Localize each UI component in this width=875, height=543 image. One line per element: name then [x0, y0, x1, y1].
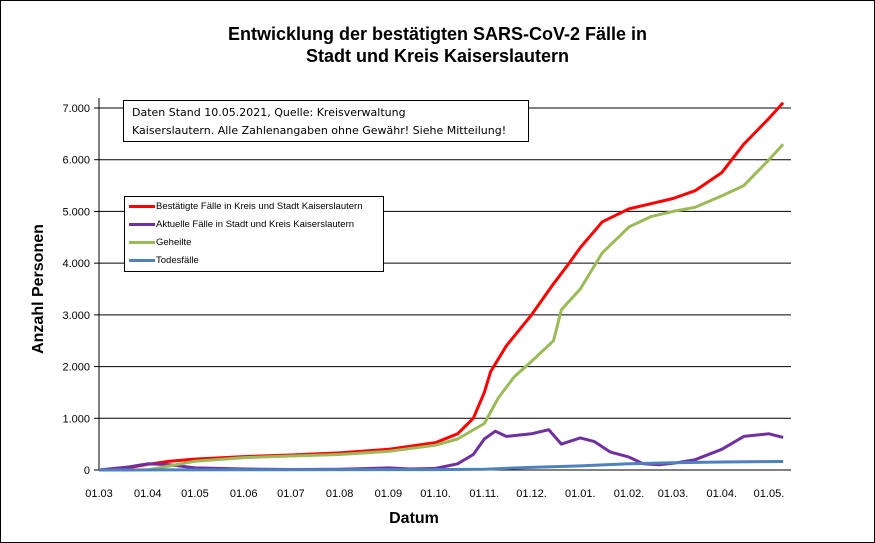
y-tick-label: 3.000: [62, 310, 90, 322]
x-tick-label: 01.07: [277, 488, 305, 500]
y-tick-label: 6.000: [62, 155, 90, 167]
annotation-line-1: Daten Stand 10.05.2021, Quelle: Kreisver…: [132, 106, 406, 119]
y-tick-label: 7.000: [62, 103, 90, 115]
legend-swatch: [129, 204, 155, 208]
x-tick-label: 01.02.: [614, 488, 645, 500]
legend-label: Todesfälle: [156, 254, 199, 266]
chart-title: Entwicklung der bestätigten SARS-CoV-2 F…: [1, 23, 874, 67]
legend-swatch: [129, 222, 155, 226]
legend-item: Geheilte: [129, 235, 191, 249]
legend-label: Aktuelle Fälle in Stadt und Kreis Kaiser…: [156, 218, 355, 230]
x-tick-label: 01.05: [181, 488, 209, 500]
legend-label: Geheilte: [156, 236, 192, 248]
y-tick-label: 0: [84, 465, 90, 477]
title-line-1: Entwicklung der bestätigten SARS-CoV-2 F…: [227, 24, 648, 44]
x-tick-label: 01.12.: [516, 488, 547, 500]
series-line-3: [98, 460, 784, 472]
y-tick-label: 4.000: [62, 258, 90, 270]
y-tick-label: 1.000: [62, 413, 90, 425]
y-tick-label: 5.000: [62, 206, 90, 218]
series-line-2: [147, 143, 785, 472]
x-tick-label: 01.08: [326, 488, 354, 500]
annotation-line-2: Kaiserslautern. Alle Zahlenangaben ohne …: [132, 124, 507, 137]
title-line-2: Stadt und Kreis Kaiserslautern: [305, 46, 570, 66]
x-tick-label: 01.06: [230, 488, 258, 500]
x-tick-label: 01.04.: [707, 488, 738, 500]
legend-item: Aktuelle Fälle in Stadt und Kreis Kaiser…: [129, 217, 354, 231]
series-line-0: [98, 101, 785, 472]
x-tick-label: 01.09: [375, 488, 403, 500]
x-axis-title: Datum: [389, 510, 439, 527]
x-tick-label: 01.11.: [469, 488, 499, 500]
x-tick-label: 01.04: [134, 488, 162, 500]
x-tick-label: 01.03.: [658, 488, 689, 500]
x-tick-label: 01.10.: [420, 488, 451, 500]
y-axis-title: Anzahl Personen: [30, 224, 47, 354]
legend-label: Bestätigte Fälle in Kreis und Stadt Kais…: [156, 200, 363, 212]
legend-swatch: [129, 240, 155, 244]
x-tick-label: 01.01.: [565, 488, 596, 500]
legend: Bestätigte Fälle in Kreis und Stadt Kais…: [124, 196, 384, 272]
legend-item: Todesfälle: [129, 253, 199, 267]
x-tick-label: 01.03: [85, 488, 113, 500]
legend-item: Bestätigte Fälle in Kreis und Stadt Kais…: [129, 199, 362, 213]
y-tick-label: 2.000: [62, 362, 90, 374]
x-tick-label: 01.05.: [754, 488, 785, 500]
annotation-box: Daten Stand 10.05.2021, Quelle: Kreisver…: [123, 100, 529, 142]
legend-swatch: [129, 258, 155, 262]
